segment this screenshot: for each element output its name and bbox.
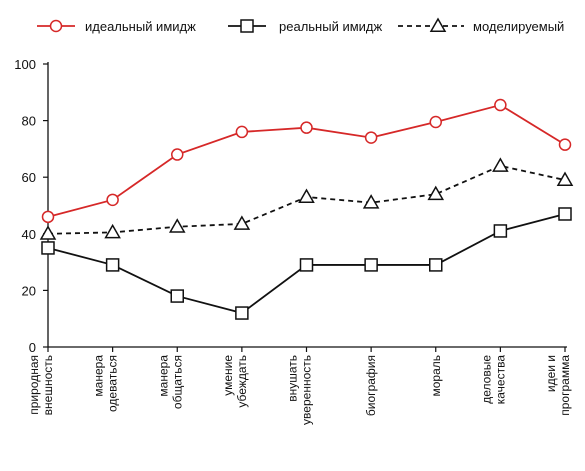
y-tick-label: 40 xyxy=(22,227,36,242)
x-category-label: мораль xyxy=(429,355,443,397)
data-point-triangle xyxy=(427,185,445,201)
data-point-square xyxy=(105,258,120,272)
x-category-label-line: внешность xyxy=(41,355,55,415)
data-point-triangle xyxy=(39,225,57,240)
data-point-triangle xyxy=(233,215,251,230)
y-tick-label: 60 xyxy=(22,170,36,185)
data-point-square xyxy=(429,258,443,272)
x-category-label-line: программа xyxy=(558,355,572,416)
x-category-label-line: общаться xyxy=(170,355,184,409)
x-category-label: природнаявнешность xyxy=(27,355,55,415)
x-category-label-line: умение xyxy=(221,355,235,396)
data-point-circle xyxy=(171,148,184,161)
x-category-label-line: биография xyxy=(364,355,378,416)
data-point-square xyxy=(170,289,184,303)
data-point-circle xyxy=(364,131,378,144)
x-category-label-line: убеждать xyxy=(235,355,249,408)
legend: идеальный имидж реальный имидж моделируемы… xyxy=(37,17,564,34)
data-point-square xyxy=(240,19,254,33)
data-point-square xyxy=(299,258,314,272)
x-category-label: деловыекачества xyxy=(479,355,507,405)
x-category-label: манераодеваться xyxy=(92,355,120,412)
x-category-label-line: деловые xyxy=(479,355,493,404)
data-point-circle xyxy=(300,121,313,134)
data-point-triangle xyxy=(362,194,380,209)
x-category-label: биография xyxy=(364,355,378,416)
data-point-square xyxy=(493,224,508,238)
data-point-triangle xyxy=(168,218,186,233)
y-tick-label: 0 xyxy=(29,340,36,355)
y-tick-label: 100 xyxy=(14,57,36,72)
data-point-square xyxy=(41,241,55,255)
data-point-circle xyxy=(558,138,572,151)
x-category-label-line: мораль xyxy=(429,355,443,397)
data-point-triangle xyxy=(556,171,574,187)
data-point-circle xyxy=(494,98,507,112)
x-category-label-line: природная xyxy=(27,355,41,415)
data-point-triangle xyxy=(429,17,447,32)
x-category-label-line: манера xyxy=(156,355,170,397)
data-point-circle xyxy=(49,19,63,33)
x-category-label-line: внушать xyxy=(286,355,300,402)
data-point-square xyxy=(364,258,378,272)
data-point-square xyxy=(235,306,249,320)
x-category-label: умениеубеждать xyxy=(221,355,249,408)
x-category-label: внушатьуверенность xyxy=(286,355,314,425)
x-category-label: идеи ипрограмма xyxy=(544,355,572,416)
data-point-circle xyxy=(106,193,119,207)
data-point-triangle xyxy=(104,223,121,239)
y-axis-ticks: 0 20 40 60 80 100 xyxy=(14,57,48,355)
data-point-square xyxy=(558,207,572,221)
data-point-triangle xyxy=(492,157,509,172)
series-lines xyxy=(47,104,566,315)
legend-label: реальный имидж xyxy=(279,19,382,34)
legend-label: моделируемый xyxy=(473,19,564,34)
data-point-circle xyxy=(235,125,249,139)
x-category-label: манераобщаться xyxy=(156,355,184,409)
legend-label: идеальный имидж xyxy=(85,19,196,34)
x-category-label-line: идеи и xyxy=(544,355,558,392)
data-point-circle xyxy=(429,115,442,129)
series-markers xyxy=(39,98,574,320)
x-category-label-line: качества xyxy=(493,355,507,405)
x-category-label-line: одеваться xyxy=(106,355,120,412)
y-tick-label: 20 xyxy=(22,283,36,298)
data-point-circle xyxy=(41,210,55,224)
data-point-triangle xyxy=(298,188,315,204)
x-category-label-line: манера xyxy=(92,355,106,397)
axes xyxy=(47,62,567,348)
x-axis-categories: природнаявнешность манераодеваться манерао… xyxy=(27,347,572,425)
y-tick-label: 80 xyxy=(22,114,36,129)
x-category-label-line: уверенность xyxy=(300,355,314,425)
